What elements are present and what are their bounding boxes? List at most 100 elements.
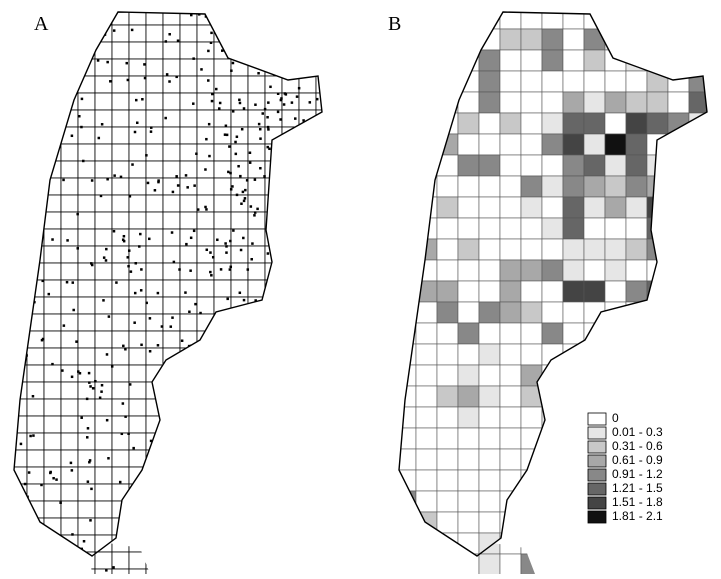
dot (38, 196, 42, 199)
grid-cell (436, 364, 459, 387)
dot (15, 85, 18, 89)
grid-cell (196, 500, 215, 519)
dot (280, 97, 283, 100)
dot (314, 226, 317, 229)
grid-cell (77, 534, 96, 553)
grid-cell (111, 211, 130, 230)
dot (183, 463, 186, 466)
grid-cell (77, 330, 96, 349)
dot (139, 289, 143, 292)
dot (289, 250, 292, 254)
grid-cell (128, 228, 147, 247)
grid-cell (399, 469, 417, 492)
grid-cell (499, 301, 522, 324)
grid-cell (230, 483, 249, 502)
grid-cell (111, 92, 130, 111)
grid-cell (688, 490, 707, 513)
dot (275, 59, 279, 63)
dot (243, 477, 246, 480)
dot (86, 480, 90, 483)
grid-cell (179, 466, 198, 485)
grid-cell (111, 126, 130, 145)
grid-cell (281, 466, 300, 485)
grid-cell (179, 58, 198, 77)
grid-cell (77, 109, 96, 128)
dot (244, 188, 247, 192)
dot (284, 218, 288, 222)
dot (242, 236, 245, 240)
dot (204, 168, 207, 171)
dot (257, 122, 261, 126)
grid-cell (43, 364, 62, 383)
grid-cell (399, 70, 417, 93)
grid-cell (145, 12, 164, 26)
dot (274, 300, 277, 304)
map-panel-b (398, 11, 708, 574)
grid-cell (298, 500, 317, 519)
grid-cell (281, 500, 300, 519)
dot (15, 300, 19, 303)
grid-cell (688, 175, 707, 198)
grid-cell (14, 313, 28, 332)
grid-cell (520, 196, 543, 219)
legend-swatch (587, 426, 607, 440)
grid-cell (562, 490, 585, 513)
grid-cell (625, 91, 648, 114)
grid-cell (415, 12, 438, 30)
dot (126, 78, 130, 82)
grid-cell (281, 432, 300, 451)
grid-cell (60, 194, 79, 213)
grid-cell (179, 194, 198, 213)
dot (172, 260, 176, 264)
grid-cell (457, 70, 480, 93)
dot (130, 28, 134, 32)
grid-cell (230, 381, 249, 400)
grid-cell (281, 194, 300, 213)
dot (195, 152, 198, 156)
grid-cell (688, 259, 707, 282)
grid-cell (128, 398, 147, 417)
grid-cell (162, 364, 181, 383)
dot (85, 397, 89, 401)
dot (171, 316, 174, 319)
grid-cell (281, 364, 300, 383)
grid-cell (457, 154, 480, 177)
dot (29, 434, 32, 438)
dot (229, 171, 232, 175)
grid-cell (43, 500, 62, 519)
grid-cell (196, 534, 215, 553)
grid-cell (213, 109, 232, 128)
dot (110, 365, 114, 368)
grid-cell (583, 154, 606, 177)
dot (320, 163, 322, 166)
grid-cell (60, 415, 79, 434)
dot (234, 140, 237, 144)
grid-cell (162, 58, 181, 77)
grid-cell (247, 483, 266, 502)
dot (62, 178, 65, 182)
dot (80, 97, 84, 101)
grid-cell (688, 49, 707, 72)
grid-cell (94, 551, 113, 570)
grid-cell (399, 112, 417, 135)
dot (43, 76, 47, 80)
grid-cell (457, 364, 480, 387)
dot (189, 236, 193, 240)
dot (40, 483, 43, 487)
grid-cell (478, 154, 501, 177)
grid-cell (541, 70, 564, 93)
grid-cell (14, 347, 28, 366)
grid-cell (128, 177, 147, 196)
grid-cell (111, 24, 130, 43)
grid-cell (399, 280, 417, 303)
grid-cell (247, 381, 266, 400)
grid-cell (520, 406, 543, 429)
dot (16, 522, 20, 526)
grid-cell (77, 500, 96, 519)
grid-cell (315, 262, 322, 281)
dot (218, 478, 222, 482)
grid-cell (562, 70, 585, 93)
grid-cell (604, 196, 627, 219)
dot (158, 563, 162, 567)
